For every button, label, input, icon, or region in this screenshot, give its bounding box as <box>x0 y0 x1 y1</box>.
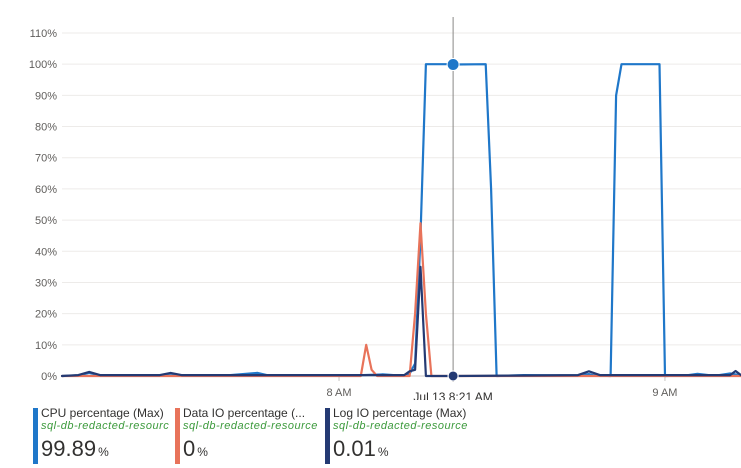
series-line-data-io <box>60 222 741 378</box>
legend-value-row: 99.89% <box>41 436 169 462</box>
legend-value: 0 <box>183 436 196 461</box>
x-axis-ticks: 8 AM 9 AM <box>326 376 677 399</box>
y-tick-label: 90% <box>35 90 57 102</box>
legend-resource-name: sql-db-redacted-resource <box>41 420 169 432</box>
legend-value: 0.01 <box>333 436 376 461</box>
legend-swatch-cpu <box>33 408 38 464</box>
legend-value: 99.89 <box>41 436 97 461</box>
y-tick-label: 0% <box>41 371 57 383</box>
legend-value-row: 0% <box>183 436 319 462</box>
x-tick-label: 9 AM <box>652 387 677 399</box>
y-tick-label: 70% <box>35 153 57 165</box>
legend-item-cpu[interactable]: CPU percentage (Max) sql-db-redacted-res… <box>33 406 169 464</box>
y-tick-label: 60% <box>35 184 57 196</box>
y-axis-ticks: 110% 100% 90% 80% 70% 60% 50% 40% 30% 20% 10% 0% <box>29 28 57 383</box>
y-tick-label: 30% <box>35 277 57 289</box>
legend-resource-name: sql-db-redacted-resource <box>333 420 468 432</box>
y-tick-label: 20% <box>35 309 57 321</box>
cursor-time-label: Jul 13 8:21 AM <box>413 390 492 400</box>
metrics-line-chart[interactable]: 110% 100% 90% 80% 70% 60% 50% 40% 30% 20% 10% 0% 8 … <box>0 0 741 400</box>
hover-cursor: Jul 13 8:21 AM <box>413 17 493 400</box>
legend-item-log-io[interactable]: Log IO percentage (Max) sql-db-redacted-… <box>325 406 473 464</box>
y-tick-label: 110% <box>30 28 58 40</box>
series-line-log-io <box>60 265 741 378</box>
legend-item-data-io[interactable]: Data IO percentage (... sql-db-redacted-… <box>175 406 319 464</box>
legend-series-name: CPU percentage (Max) <box>41 406 164 420</box>
legend-series-name: Data IO percentage (... <box>183 406 306 420</box>
cursor-point-log-io <box>447 370 459 382</box>
legend-swatch-log-io <box>325 408 330 464</box>
y-tick-label: 50% <box>35 215 57 227</box>
legend-resource-name: sql-db-redacted-resource <box>183 420 318 432</box>
y-tick-label: 10% <box>35 340 57 352</box>
legend-unit: % <box>98 445 109 459</box>
y-tick-label: 80% <box>35 122 57 134</box>
legend-value-row: 0.01% <box>333 436 473 462</box>
legend-swatch-data-io <box>175 408 180 464</box>
legend-unit: % <box>197 445 208 459</box>
x-tick-label: 8 AM <box>326 387 351 399</box>
y-tick-label: 40% <box>35 246 57 258</box>
cursor-point-cpu <box>446 58 460 72</box>
legend-series-name: Log IO percentage (Max) <box>333 406 467 420</box>
gridlines <box>62 32 741 377</box>
chart-legend: CPU percentage (Max) sql-db-redacted-res… <box>33 406 473 464</box>
legend-unit: % <box>377 445 389 459</box>
y-tick-label: 100% <box>29 59 57 71</box>
